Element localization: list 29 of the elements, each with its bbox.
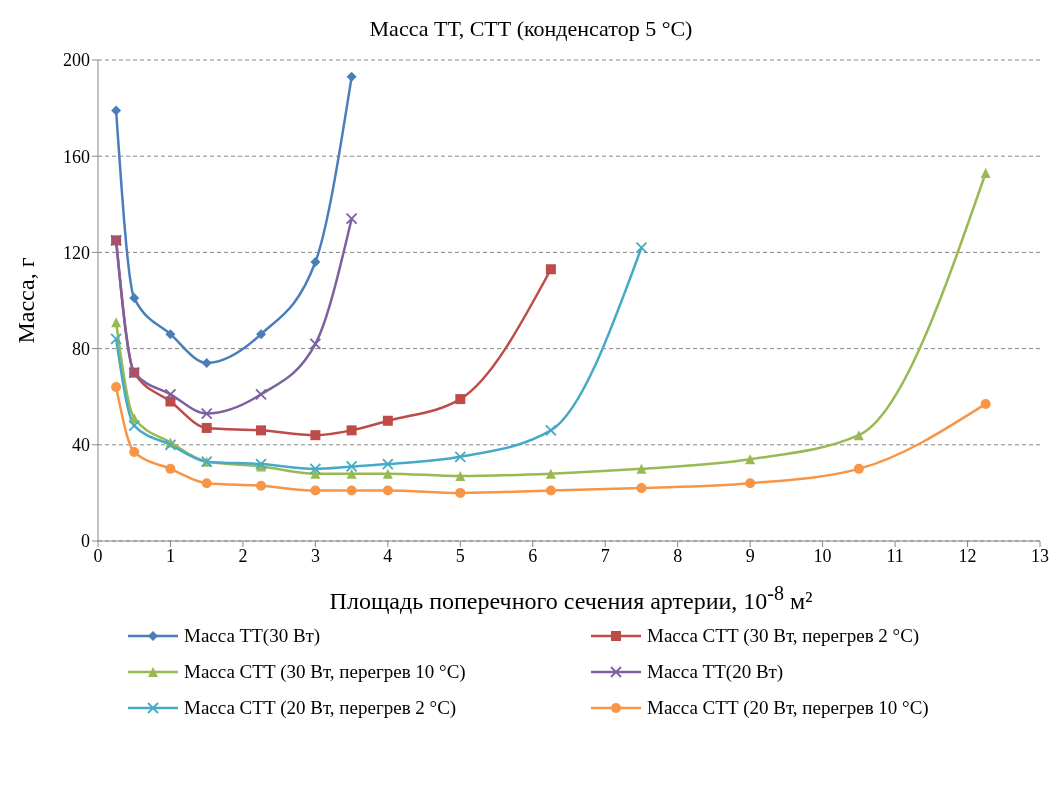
y-tick-label: 120 bbox=[63, 242, 90, 263]
y-tick-label: 160 bbox=[63, 146, 90, 167]
x-tick-label: 13 bbox=[1031, 545, 1049, 566]
x-tick-label: 2 bbox=[238, 545, 248, 566]
legend-label: Масса СТТ (30 Вт, перегрев 2 °С) bbox=[647, 625, 920, 647]
x-tick-label: 3 bbox=[310, 545, 320, 566]
x-tick-label: 7 bbox=[600, 545, 610, 566]
x-tick-label: 11 bbox=[886, 545, 904, 566]
legend-label: Масса ТТ(30 Вт) bbox=[184, 625, 321, 647]
legend-label: Масса СТТ (20 Вт, перегрев 10 °С) bbox=[647, 697, 929, 719]
chart-title: Масса ТТ, СТТ (конденсатор 5 °С) bbox=[368, 15, 694, 42]
y-tick-label: 0 bbox=[81, 531, 90, 552]
x-axis-title: Площадь поперечного сечения артерии, 10$^{-8}$ м² bbox=[328, 582, 814, 615]
x-tick-label: 4 bbox=[383, 545, 393, 566]
x-tick-label: 5 bbox=[455, 545, 465, 566]
y-axis-title: Масса, г bbox=[12, 257, 39, 344]
x-tick-label: 9 bbox=[745, 545, 755, 566]
x-tick-label: 8 bbox=[673, 545, 683, 566]
y-tick-label: 40 bbox=[72, 435, 90, 456]
y-tick-label: 80 bbox=[72, 338, 90, 359]
x-tick-label: 10 bbox=[813, 545, 832, 566]
legend-label: Масса СТТ (30 Вт, перегрев 10 °С) bbox=[184, 661, 466, 683]
x-tick-label: 0 bbox=[93, 545, 103, 566]
y-tick-label: 200 bbox=[63, 50, 90, 71]
x-tick-label: 6 bbox=[528, 545, 538, 566]
x-tick-label: 12 bbox=[958, 545, 977, 566]
x-tick-label: 1 bbox=[165, 545, 175, 566]
legend-label: Масса СТТ (20 Вт, перегрев 2 °С) bbox=[184, 697, 457, 719]
legend-label: Масса ТТ(20 Вт) bbox=[647, 661, 784, 683]
